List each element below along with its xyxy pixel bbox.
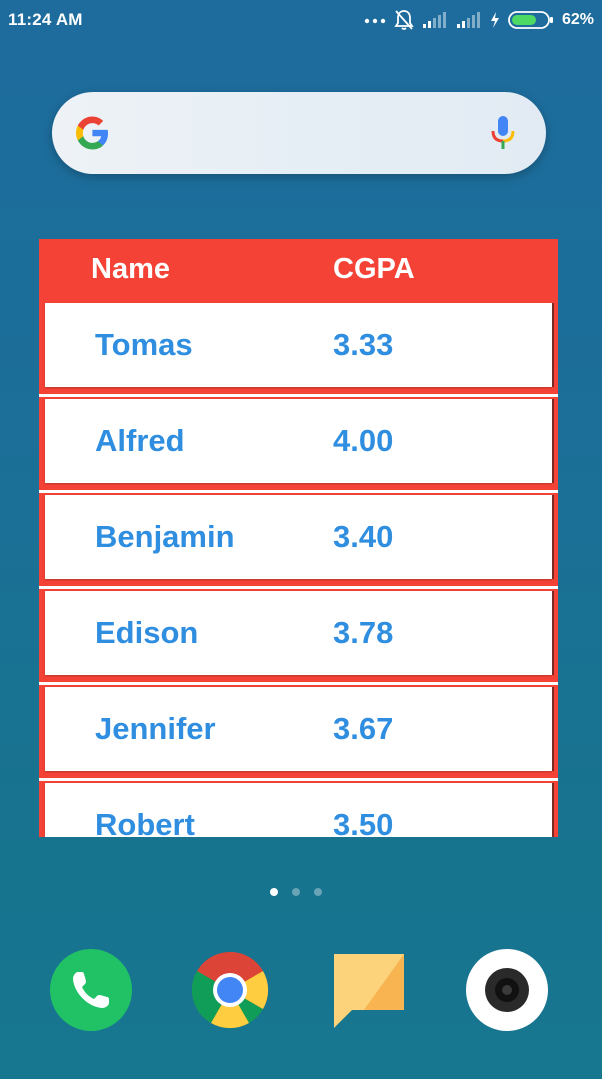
- student-cgpa: 3.33: [333, 327, 394, 362]
- notes-icon[interactable]: [330, 948, 414, 1032]
- student-name: Robert: [95, 807, 195, 837]
- status-icons: 62%: [364, 8, 594, 32]
- google-search-bar[interactable]: [52, 92, 546, 174]
- google-g-icon: [76, 116, 108, 150]
- table-row[interactable]: Benjamin 3.40: [39, 493, 558, 589]
- signal-icon: [456, 12, 480, 28]
- chrome-icon[interactable]: [188, 948, 272, 1032]
- student-cgpa: 3.78: [333, 615, 394, 650]
- student-name: Tomas: [95, 327, 193, 362]
- table-header: Name CGPA: [39, 239, 558, 301]
- student-cgpa: 4.00: [333, 423, 394, 458]
- table-row[interactable]: Edison 3.78: [39, 589, 558, 685]
- row-divider: [39, 682, 558, 685]
- table-row[interactable]: Tomas 3.33: [39, 301, 558, 397]
- student-name: Benjamin: [95, 519, 235, 554]
- battery-icon: [508, 11, 553, 29]
- phone-icon[interactable]: [49, 948, 133, 1032]
- table-row[interactable]: Jennifer 3.67: [39, 685, 558, 781]
- table-row[interactable]: Alfred 4.00: [39, 397, 558, 493]
- row-divider: [39, 586, 558, 589]
- page-dot: [314, 888, 322, 896]
- student-cgpa: 3.67: [333, 711, 394, 746]
- table-row[interactable]: Robert 3.50: [39, 781, 558, 837]
- row-card: [45, 495, 552, 579]
- more-dots-icon: [364, 18, 386, 24]
- page-dot: [292, 888, 300, 896]
- page-dot-active: [270, 888, 278, 896]
- charging-icon: [490, 12, 499, 28]
- student-cgpa: 3.50: [333, 807, 394, 837]
- camera-icon[interactable]: [465, 948, 549, 1032]
- row-card: [45, 783, 552, 837]
- microphone-icon[interactable]: [490, 114, 516, 152]
- row-card: [45, 303, 552, 387]
- row-card: [45, 687, 552, 771]
- row-divider: [39, 394, 558, 397]
- student-cgpa: 3.40: [333, 519, 394, 554]
- header-cgpa: CGPA: [333, 253, 415, 285]
- status-time: 11:24 AM: [8, 10, 83, 29]
- row-card: [45, 591, 552, 675]
- student-name: Alfred: [95, 423, 185, 458]
- row-divider: [39, 778, 558, 781]
- silent-bell-icon: [394, 10, 414, 30]
- cgpa-table-widget[interactable]: Name CGPA Tomas 3.33 Alfred 4.00 Benjami…: [39, 239, 558, 837]
- header-name: Name: [91, 253, 170, 285]
- status-bar: 11:24 AM: [0, 0, 602, 40]
- student-name: Jennifer: [95, 711, 216, 746]
- table-rows[interactable]: Tomas 3.33 Alfred 4.00 Benjamin 3.40 Edi…: [39, 301, 558, 837]
- page-indicator: [270, 888, 322, 896]
- signal-icon: [422, 12, 446, 28]
- row-card: [45, 399, 552, 483]
- battery-percent: 62%: [561, 11, 594, 28]
- row-divider: [39, 490, 558, 493]
- student-name: Edison: [95, 615, 199, 650]
